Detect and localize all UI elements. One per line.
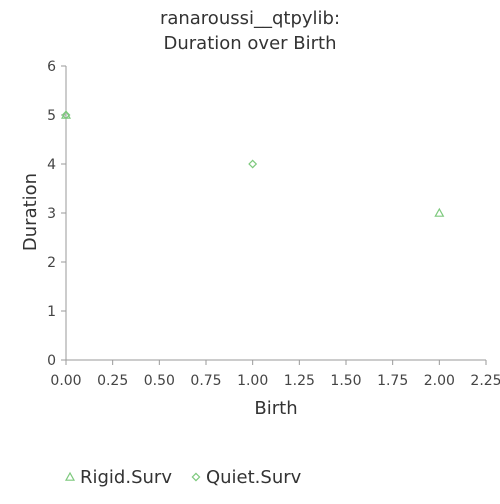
y-tick-label: 5 — [47, 108, 56, 124]
y-axis-label: Duration — [20, 173, 41, 251]
x-tick-label: 0.75 — [190, 373, 221, 389]
y-tick-label: 1 — [47, 304, 56, 320]
diamond-point — [248, 159, 258, 169]
x-axis-label: Birth — [254, 398, 297, 419]
y-tick-label: 2 — [47, 255, 56, 271]
y-tick-label: 6 — [47, 59, 56, 75]
x-tick-label: 0.00 — [50, 373, 81, 389]
triangle-point — [434, 207, 445, 217]
x-tick-label: 0.50 — [144, 373, 175, 389]
legend-label: Rigid.Surv — [80, 467, 172, 488]
legend: Rigid.Surv Quiet.Surv — [64, 467, 302, 488]
y-tick-label: 3 — [47, 206, 56, 222]
x-tick-label: 1.50 — [330, 373, 361, 389]
legend-diamond-icon — [191, 472, 201, 482]
y-tick-label: 4 — [47, 157, 56, 173]
chart-title-line-2: Duration over Birth — [164, 33, 337, 54]
legend-triangle-icon — [64, 471, 76, 481]
x-tick-label: 2.25 — [470, 373, 500, 389]
x-tick-label: 2.00 — [424, 373, 455, 389]
axes — [65, 66, 486, 361]
x-tick-label: 1.00 — [237, 373, 268, 389]
diamond-point — [61, 110, 71, 120]
chart-title-line-1: ranaroussi__qtpylib: — [160, 8, 340, 29]
data-points — [60, 109, 445, 217]
ticks: 0.00 0.25 0.50 0.75 1.00 1.25 1.50 1.75 2.00 2.25… — [47, 59, 500, 389]
legend-label: Quiet.Surv — [206, 467, 302, 488]
x-tick-label: 0.25 — [97, 373, 128, 389]
x-tick-label: 1.25 — [284, 373, 315, 389]
y-tick-label: 0 — [47, 353, 56, 369]
x-tick-label: 1.75 — [377, 373, 408, 389]
